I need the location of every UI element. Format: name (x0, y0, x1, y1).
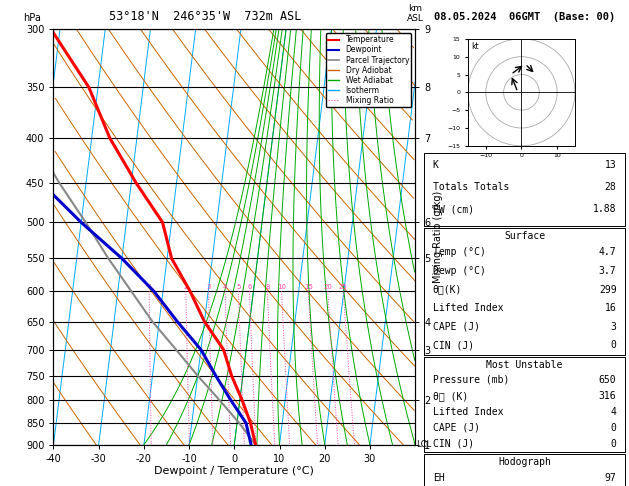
Text: 08.05.2024  06GMT  (Base: 00): 08.05.2024 06GMT (Base: 00) (434, 12, 615, 22)
Text: 53°18'N  246°35'W  732m ASL: 53°18'N 246°35'W 732m ASL (109, 10, 301, 23)
Text: 2: 2 (184, 284, 188, 290)
Text: 5: 5 (236, 284, 240, 290)
Text: EH: EH (433, 473, 445, 483)
Text: 8: 8 (265, 284, 270, 290)
Y-axis label: Mixing Ratio (g/kg): Mixing Ratio (g/kg) (433, 191, 443, 283)
Text: 28: 28 (604, 182, 616, 192)
X-axis label: Dewpoint / Temperature (°C): Dewpoint / Temperature (°C) (154, 467, 314, 476)
Text: 0: 0 (611, 439, 616, 449)
Text: θᴇ(K): θᴇ(K) (433, 285, 462, 295)
Text: 650: 650 (599, 375, 616, 385)
Text: 4: 4 (223, 284, 227, 290)
Text: CIN (J): CIN (J) (433, 341, 474, 350)
Text: 3: 3 (206, 284, 211, 290)
Legend: Temperature, Dewpoint, Parcel Trajectory, Dry Adiobat, Wet Adiabat, Isotherm, Mi: Temperature, Dewpoint, Parcel Trajectory… (326, 33, 411, 107)
Text: θᴇ (K): θᴇ (K) (433, 391, 468, 401)
Text: Lifted Index: Lifted Index (433, 303, 503, 313)
Text: 0: 0 (611, 423, 616, 433)
Text: 299: 299 (599, 285, 616, 295)
Text: CAPE (J): CAPE (J) (433, 423, 480, 433)
Text: hPa: hPa (23, 13, 41, 23)
Text: Pressure (mb): Pressure (mb) (433, 375, 509, 385)
Text: 25: 25 (339, 284, 348, 290)
Text: Most Unstable: Most Unstable (486, 360, 563, 370)
Text: Lifted Index: Lifted Index (433, 407, 503, 417)
Text: 1: 1 (147, 284, 152, 290)
Text: 13: 13 (604, 160, 616, 170)
Text: 10: 10 (277, 284, 286, 290)
Text: Surface: Surface (504, 231, 545, 241)
Text: Temp (°C): Temp (°C) (433, 247, 486, 257)
Text: LCL: LCL (416, 440, 431, 449)
Text: 3.7: 3.7 (599, 266, 616, 276)
Text: 316: 316 (599, 391, 616, 401)
Text: CIN (J): CIN (J) (433, 439, 474, 449)
Text: kt: kt (472, 42, 479, 52)
Text: 20: 20 (323, 284, 332, 290)
Text: 0: 0 (611, 341, 616, 350)
Text: 6: 6 (247, 284, 252, 290)
Text: Hodograph: Hodograph (498, 457, 551, 467)
Text: CAPE (J): CAPE (J) (433, 322, 480, 332)
Text: km
ASL: km ASL (407, 4, 423, 23)
Text: 3: 3 (611, 322, 616, 332)
Text: K: K (433, 160, 438, 170)
Text: 16: 16 (604, 303, 616, 313)
Text: Dewp (°C): Dewp (°C) (433, 266, 486, 276)
Text: 4.7: 4.7 (599, 247, 616, 257)
Text: PW (cm): PW (cm) (433, 205, 474, 214)
Text: Totals Totals: Totals Totals (433, 182, 509, 192)
Text: 1.88: 1.88 (593, 205, 616, 214)
Text: 97: 97 (604, 473, 616, 483)
Text: 4: 4 (611, 407, 616, 417)
Text: 15: 15 (304, 284, 313, 290)
